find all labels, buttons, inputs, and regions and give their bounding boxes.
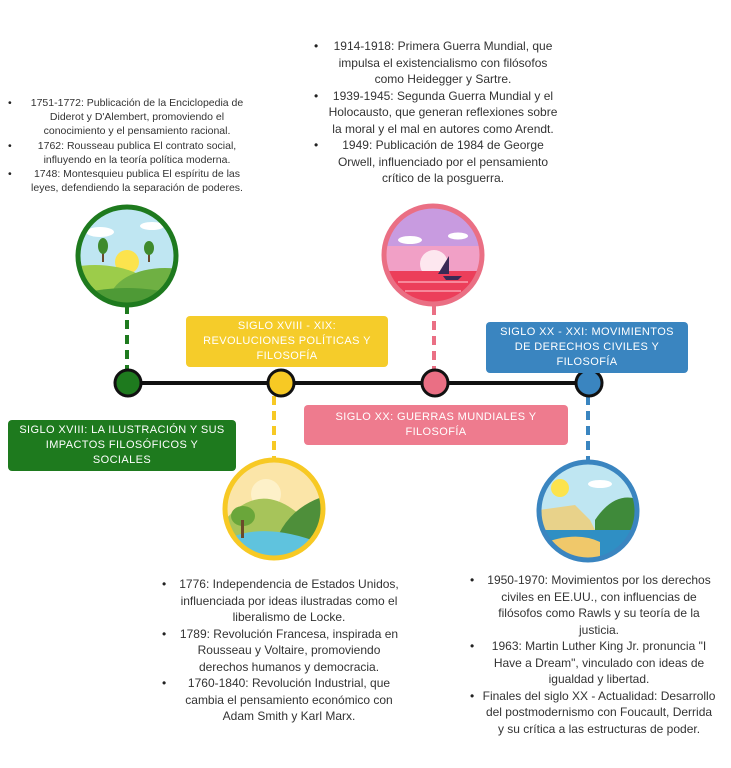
- note-item: 1963: Martin Luther King Jr. pronuncia "…: [470, 638, 716, 688]
- lake-illustration: [222, 457, 326, 561]
- sea-sunset-illustration: [381, 203, 485, 307]
- note-item: 1789: Revolución Francesa, inspirada en …: [162, 626, 404, 676]
- period-label-guerras: SIGLO XX: GUERRAS MUNDIALES Y FILOSOFÍA: [304, 405, 568, 445]
- period-label-derechos-civiles: SIGLO XX - XXI: MOVIMIENTOS DE DERECHOS …: [486, 322, 688, 373]
- node-pink: [420, 368, 450, 398]
- period-label-ilustracion: SIGLO XVIII: LA ILUSTRACIÓN Y SUS IMPACT…: [8, 420, 236, 471]
- note-item: 1748: Montesquieu publica El espíritu de…: [8, 167, 254, 195]
- note-item: 1762: Rousseau publica El contrato socia…: [8, 139, 254, 167]
- notes-revoluciones: 1776: Independencia de Estados Unidos, i…: [162, 576, 404, 725]
- note-item: Finales del siglo XX - Actualidad: Desar…: [470, 688, 716, 738]
- note-item: 1914-1918: Primera Guerra Mundial, que i…: [314, 38, 560, 88]
- node-green: [113, 368, 143, 398]
- period-label-revoluciones: SIGLO XVIII - XIX: REVOLUCIONES POLÍTICA…: [186, 316, 388, 367]
- note-item: 1751-1772: Publicación de la Enciclopedi…: [8, 96, 254, 139]
- note-item: 1760-1840: Revolución Industrial, que ca…: [162, 675, 404, 725]
- note-item: 1949: Publicación de 1984 de George Orwe…: [314, 137, 560, 187]
- notes-derechos-civiles: 1950-1970: Movimientos por los derechos …: [470, 572, 716, 738]
- note-item: 1776: Independencia de Estados Unidos, i…: [162, 576, 404, 626]
- notes-guerras: 1914-1918: Primera Guerra Mundial, que i…: [314, 38, 560, 187]
- coast-illustration: [536, 459, 640, 563]
- note-item: 1950-1970: Movimientos por los derechos …: [470, 572, 716, 638]
- notes-ilustracion: 1751-1772: Publicación de la Enciclopedi…: [8, 96, 254, 195]
- node-blue: [574, 368, 604, 398]
- node-yellow: [266, 368, 296, 398]
- note-item: 1939-1945: Segunda Guerra Mundial y el H…: [314, 88, 560, 138]
